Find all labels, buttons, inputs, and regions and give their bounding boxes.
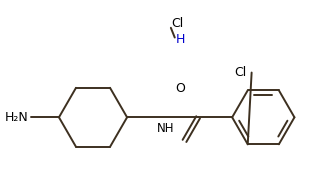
Text: H₂N: H₂N	[5, 111, 29, 124]
Text: H: H	[176, 33, 185, 46]
Text: NH: NH	[157, 122, 175, 135]
Text: O: O	[176, 82, 185, 95]
Text: Cl: Cl	[171, 17, 183, 30]
Text: Cl: Cl	[234, 66, 247, 79]
